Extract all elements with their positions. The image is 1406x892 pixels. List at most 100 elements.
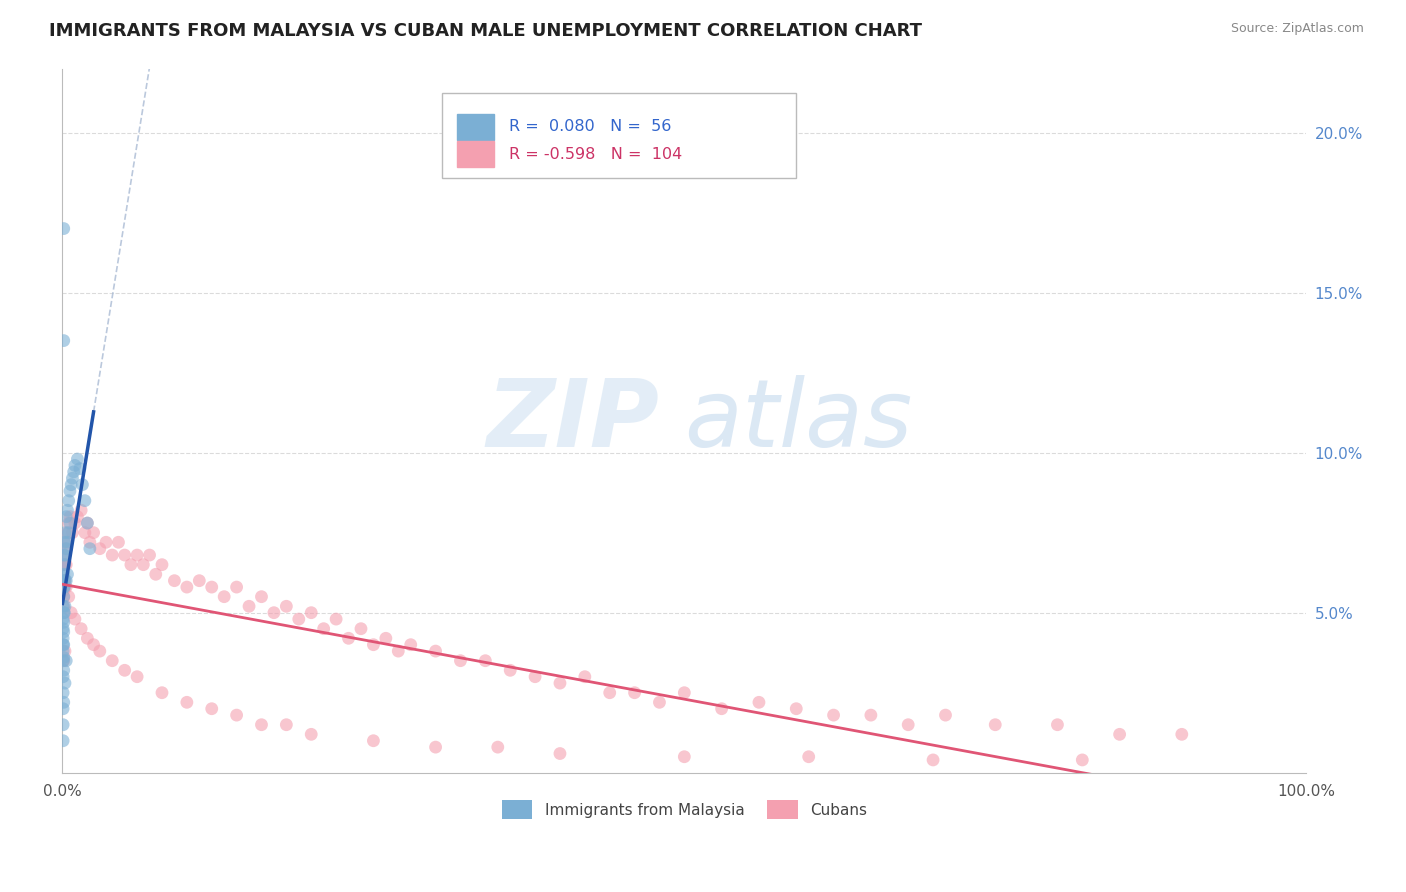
Point bbox=[70, 503, 93, 517]
Point bbox=[52, 574, 75, 588]
Point bbox=[53, 525, 76, 540]
Point bbox=[73, 493, 96, 508]
Point bbox=[52, 606, 75, 620]
Point bbox=[53, 599, 76, 614]
Point bbox=[53, 580, 76, 594]
Point bbox=[1071, 753, 1094, 767]
Point bbox=[53, 574, 76, 588]
Point bbox=[63, 612, 86, 626]
Point bbox=[52, 221, 75, 235]
Point bbox=[53, 535, 76, 549]
Point bbox=[58, 493, 80, 508]
Point bbox=[52, 548, 75, 562]
Point bbox=[1108, 727, 1130, 741]
Point bbox=[76, 632, 98, 646]
Point bbox=[263, 606, 285, 620]
Point bbox=[363, 733, 385, 747]
Point bbox=[58, 516, 80, 530]
Point bbox=[52, 670, 75, 684]
Point bbox=[623, 686, 645, 700]
Point bbox=[325, 612, 347, 626]
Point bbox=[114, 548, 136, 562]
Point bbox=[425, 644, 447, 658]
Text: ZIP: ZIP bbox=[486, 375, 659, 467]
Bar bbox=[457, 113, 494, 140]
Point bbox=[176, 580, 198, 594]
Point bbox=[83, 525, 105, 540]
Point bbox=[52, 590, 75, 604]
Point bbox=[55, 509, 77, 524]
Point bbox=[363, 638, 385, 652]
Point bbox=[52, 590, 75, 604]
Point bbox=[59, 484, 82, 499]
Point bbox=[63, 516, 86, 530]
Point bbox=[276, 599, 298, 614]
Point bbox=[55, 654, 77, 668]
Legend: Immigrants from Malaysia, Cubans: Immigrants from Malaysia, Cubans bbox=[495, 794, 873, 825]
Text: Source: ZipAtlas.com: Source: ZipAtlas.com bbox=[1230, 22, 1364, 36]
Point bbox=[70, 622, 93, 636]
Point bbox=[524, 670, 547, 684]
Point bbox=[52, 615, 75, 630]
Point bbox=[53, 558, 76, 572]
Point bbox=[225, 580, 247, 594]
FancyBboxPatch shape bbox=[441, 93, 796, 178]
Point bbox=[52, 583, 75, 598]
Point bbox=[62, 471, 84, 485]
Point bbox=[59, 509, 82, 524]
Point bbox=[53, 580, 76, 594]
Point bbox=[52, 548, 75, 562]
Point bbox=[52, 558, 75, 572]
Point bbox=[120, 558, 142, 572]
Point bbox=[53, 548, 76, 562]
Point bbox=[127, 548, 149, 562]
Point bbox=[52, 334, 75, 348]
Point bbox=[52, 654, 75, 668]
Point bbox=[823, 708, 845, 723]
Point bbox=[710, 702, 733, 716]
Point bbox=[101, 548, 124, 562]
Point bbox=[52, 632, 75, 646]
Point bbox=[52, 574, 75, 588]
Point bbox=[52, 717, 75, 731]
Point bbox=[188, 574, 211, 588]
Point bbox=[59, 516, 82, 530]
Point bbox=[52, 733, 75, 747]
Point bbox=[138, 548, 160, 562]
Text: IMMIGRANTS FROM MALAYSIA VS CUBAN MALE UNEMPLOYMENT CORRELATION CHART: IMMIGRANTS FROM MALAYSIA VS CUBAN MALE U… bbox=[49, 22, 922, 40]
Point bbox=[79, 541, 101, 556]
Point bbox=[350, 622, 373, 636]
Point bbox=[1046, 717, 1069, 731]
Point bbox=[387, 644, 409, 658]
Point bbox=[114, 663, 136, 677]
Point bbox=[486, 740, 509, 755]
Point bbox=[150, 558, 173, 572]
Point bbox=[127, 670, 149, 684]
Point bbox=[55, 574, 77, 588]
Point bbox=[250, 590, 273, 604]
Point bbox=[55, 535, 77, 549]
Point bbox=[145, 567, 167, 582]
Point bbox=[83, 638, 105, 652]
Point bbox=[56, 503, 79, 517]
Point bbox=[52, 644, 75, 658]
Point bbox=[176, 695, 198, 709]
Point bbox=[52, 650, 75, 665]
Point bbox=[548, 747, 571, 761]
Point bbox=[55, 558, 77, 572]
Point bbox=[797, 749, 820, 764]
Point bbox=[58, 525, 80, 540]
Point bbox=[337, 632, 360, 646]
Point bbox=[922, 753, 945, 767]
Point bbox=[450, 654, 472, 668]
Text: atlas: atlas bbox=[685, 376, 912, 467]
Point bbox=[63, 458, 86, 473]
Point bbox=[53, 574, 76, 588]
Text: R =  0.080   N =  56: R = 0.080 N = 56 bbox=[509, 120, 671, 135]
Point bbox=[748, 695, 770, 709]
Point bbox=[250, 717, 273, 731]
Point bbox=[52, 638, 75, 652]
Point bbox=[859, 708, 882, 723]
Point bbox=[574, 670, 596, 684]
Point bbox=[984, 717, 1007, 731]
